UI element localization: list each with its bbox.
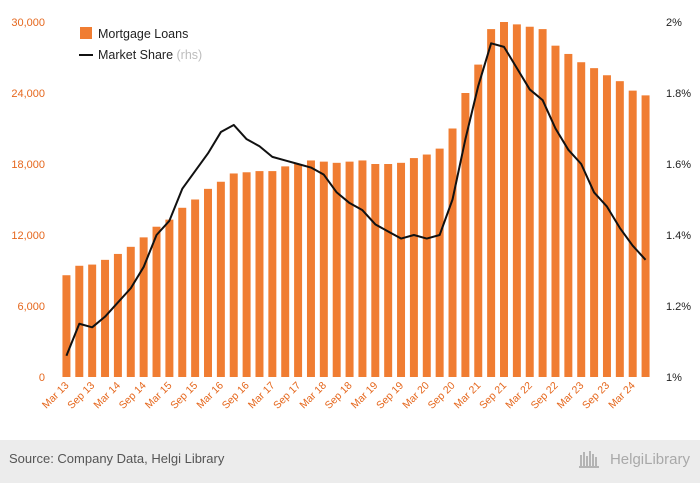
legend-label-market-share: Market Share (rhs)	[98, 48, 202, 62]
x-tick-label: Mar 13	[40, 380, 72, 412]
x-tick-label: Sep 19	[374, 380, 406, 412]
source-note: Source: Company Data, Helgi Library	[9, 451, 225, 466]
library-icon	[578, 451, 599, 468]
mortgage-loans-bar	[139, 237, 148, 377]
x-tick-label: Mar 17	[246, 380, 278, 412]
right-y-tick-label: 1.2%	[666, 301, 691, 313]
mortgage-loans-bar	[345, 161, 354, 377]
mortgage-loans-bar	[126, 246, 135, 377]
left-y-tick-label: 18,000	[11, 159, 45, 171]
mortgage-loans-bar	[564, 53, 573, 377]
mortgage-loans-bar	[242, 172, 251, 377]
left-y-tick-label: 6,000	[17, 301, 45, 313]
right-y-tick-label: 1%	[666, 372, 682, 384]
left-y-tick-label: 24,000	[11, 88, 45, 100]
mortgage-loans-bar	[319, 161, 328, 377]
market-share-line	[65, 42, 647, 357]
x-tick-label: Sep 20	[426, 380, 458, 412]
mortgage-loans-bar	[602, 75, 611, 377]
x-tick-label: Mar 24	[606, 380, 638, 412]
mortgage-loans-bar	[306, 160, 315, 377]
left-y-tick-label: 30,000	[11, 17, 45, 29]
mortgage-loans-bars	[62, 22, 650, 378]
mortgage-loans-bar	[216, 181, 225, 377]
mortgage-loans-bar	[628, 90, 637, 377]
x-tick-label: Mar 18	[297, 380, 329, 412]
x-tick-label: Mar 16	[194, 380, 226, 412]
mortgage-loans-bar	[384, 164, 393, 377]
mortgage-loans-bar	[191, 199, 200, 377]
mortgage-loans-bar	[525, 26, 534, 377]
x-tick-label: Sep 16	[220, 380, 252, 412]
mortgage-loans-bar	[641, 95, 650, 378]
mortgage-loans-bar	[88, 264, 97, 377]
x-tick-label: Sep 17	[271, 380, 303, 412]
right-y-tick-label: 1.4%	[666, 230, 691, 242]
x-tick-label: Mar 21	[452, 380, 484, 412]
mortgage-loans-bar	[551, 45, 560, 378]
x-tick-label: Mar 19	[349, 380, 381, 412]
mortgage-loans-bar	[512, 24, 521, 378]
mortgage-loans-bar	[75, 265, 84, 377]
mortgage-loans-bar	[358, 160, 367, 377]
footer: Source: Company Data, Helgi Library Helg…	[0, 440, 700, 483]
mortgage-loans-bar	[371, 164, 380, 377]
legend: Mortgage Loans Market Share (rhs)	[79, 27, 202, 62]
mortgage-loans-bar	[500, 22, 508, 377]
mortgage-loans-bar	[113, 253, 122, 377]
right-y-tick-label: 1.6%	[666, 159, 691, 171]
x-tick-label: Sep 14	[117, 380, 149, 412]
mortgage-loans-bar	[422, 154, 431, 377]
mortgage-loans-bar	[294, 164, 303, 377]
x-tick-label: Sep 18	[323, 380, 355, 412]
x-tick-label: Sep 13	[65, 380, 97, 412]
x-tick-label: Sep 15	[168, 380, 200, 412]
legend-market-share-suffix: (rhs)	[177, 48, 203, 62]
mortgage-loans-bar	[101, 259, 110, 377]
mortgage-loans-bar	[577, 62, 586, 377]
mortgage-loans-bar	[590, 68, 599, 378]
mortgage-loans-bar	[62, 275, 71, 377]
x-tick-label: Mar 22	[503, 380, 535, 412]
chart: 0 6,000 12,000 18,000 24,000 30,000 1% 1.2% 1.4…	[11, 17, 691, 412]
mortgage-loans-bar	[281, 166, 290, 377]
legend-swatch-mortgage-loans	[80, 27, 92, 39]
mortgage-loans-bar	[538, 29, 547, 377]
x-tick-label: Mar 15	[143, 380, 175, 412]
right-y-tick-label: 2%	[666, 17, 682, 29]
mortgage-loans-bar	[178, 207, 187, 377]
mortgage-loans-bar	[255, 171, 264, 377]
x-tick-label: Mar 14	[91, 380, 123, 412]
x-tick-label: Sep 21	[477, 380, 509, 412]
mortgage-loans-bar	[152, 226, 161, 377]
left-y-tick-label: 0	[39, 372, 45, 384]
mortgage-loans-bar	[448, 128, 457, 377]
x-tick-label: Sep 23	[580, 380, 612, 412]
mortgage-loans-bar	[435, 148, 444, 377]
x-tick-label: Mar 23	[555, 380, 587, 412]
mortgage-loans-bar	[268, 171, 277, 377]
mortgage-loans-bar	[204, 188, 212, 377]
left-y-tick-label: 12,000	[11, 230, 45, 242]
x-tick-label: Mar 20	[400, 380, 432, 412]
x-tick-label: Sep 22	[529, 380, 561, 412]
mortgage-loans-bar	[165, 219, 174, 377]
mortgage-loans-bar	[229, 173, 238, 377]
mortgage-loans-bar	[487, 29, 496, 377]
right-y-axis: 1% 1.2% 1.4% 1.6% 1.8% 2%	[666, 17, 691, 384]
mortgage-loans-bar	[409, 158, 418, 377]
right-y-tick-label: 1.8%	[666, 88, 691, 100]
mortgage-loans-bar	[332, 162, 341, 377]
left-y-axis: 0 6,000 12,000 18,000 24,000 30,000	[11, 17, 45, 384]
brand-logo: HelgiLibrary	[578, 449, 690, 469]
mortgage-loans-bar	[474, 64, 483, 377]
mortgage-loans-bar	[397, 162, 406, 377]
mortgage-loans-bar	[461, 93, 470, 377]
brand-name: HelgiLibrary	[609, 450, 690, 468]
legend-market-share-name: Market Share	[98, 48, 173, 62]
legend-label-mortgage-loans: Mortgage Loans	[98, 27, 188, 41]
